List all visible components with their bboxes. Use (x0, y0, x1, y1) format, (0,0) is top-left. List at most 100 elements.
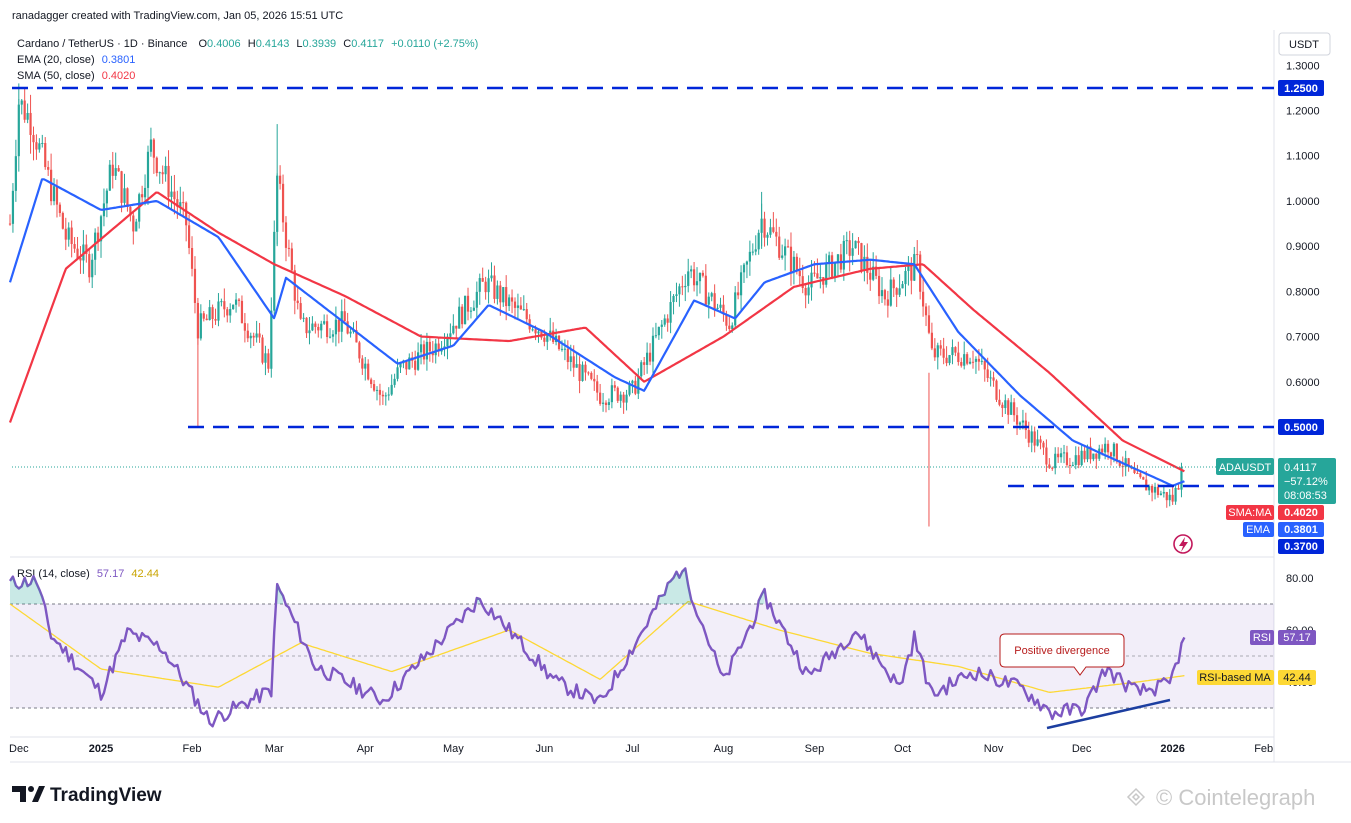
candle-body (675, 294, 678, 296)
candle-body (880, 290, 884, 297)
candle-body (924, 306, 928, 316)
candle-body (367, 363, 370, 380)
candle-body (519, 305, 522, 310)
candle-body (1127, 458, 1130, 468)
candle-body (337, 319, 340, 332)
candle-body (669, 302, 672, 323)
rsi-legend: RSI (14, close) 57.17 42.44 (17, 568, 159, 580)
candle-body (971, 361, 975, 363)
candle-body (428, 341, 431, 352)
candle-body (205, 318, 208, 321)
candle-body (96, 232, 100, 242)
candle-body (305, 317, 308, 334)
candle-body (1074, 455, 1077, 465)
price-axis[interactable]: 1.3000 1.2000 1.1000 1.0000 0.9000 0.8000 0.70… (1286, 60, 1320, 388)
candle-body (261, 337, 264, 363)
candle-body (1121, 465, 1124, 468)
time-tick-label: Dec (9, 743, 29, 755)
candle-body (47, 167, 50, 170)
candle-body (1036, 439, 1039, 446)
candle-body (472, 307, 475, 311)
candle-body (264, 353, 267, 363)
candle-body (461, 306, 464, 325)
candle-body (408, 357, 411, 370)
candle-body (20, 100, 23, 105)
candle-body (370, 379, 373, 385)
candle-body (789, 246, 793, 273)
price-tick-label: 1.3000 (1286, 60, 1320, 72)
candle-body (455, 325, 458, 329)
time-tick-label: 2025 (89, 743, 113, 755)
candle-body (481, 278, 484, 282)
candle-body (378, 389, 382, 395)
candle-body (963, 354, 966, 366)
candle-body (73, 244, 76, 249)
candle-body (968, 361, 972, 364)
time-axis[interactable]: Dec 2025 Feb Mar Apr May Jun Jul Aug Sep Oct Nov Dec… (9, 743, 1273, 755)
candle-body (214, 318, 217, 321)
tag-rsi-ma-label (1197, 670, 1274, 685)
candle-body (1027, 430, 1030, 443)
candle-body (490, 275, 493, 279)
candle-body (552, 330, 555, 343)
candle-body (695, 281, 699, 286)
candle-body (1048, 464, 1051, 468)
candle-body (223, 301, 226, 310)
svg-text:08:08:53: 08:08:53 (1284, 490, 1327, 502)
divergence-label: Positive divergence (1014, 645, 1109, 657)
candle-body (1054, 453, 1057, 469)
candle-body (179, 202, 182, 207)
candle-body (1092, 453, 1095, 460)
candle-body (1013, 402, 1016, 416)
time-tick-label: Aug (714, 743, 734, 755)
candle-body (302, 317, 305, 319)
time-tick-label: Sep (805, 743, 825, 755)
candle-body (14, 156, 17, 191)
candle-body (343, 311, 346, 322)
candle-body (1065, 452, 1069, 465)
candle-body (29, 112, 32, 135)
candle-body (728, 325, 731, 329)
candle-body (190, 248, 194, 269)
candle-body (701, 272, 704, 276)
candle-body (581, 364, 584, 381)
candle-body (863, 256, 866, 271)
candle-body (763, 218, 766, 238)
tag-sma-value (1278, 505, 1324, 520)
candle-body (654, 335, 658, 337)
svg-text:EMA (20, close) 0.3801: EMA (20, close) 0.3801 (17, 54, 135, 66)
candle-body (983, 360, 986, 370)
candle-body (64, 228, 67, 240)
sma-legend-value: 0.4020 (102, 70, 136, 82)
candle-body (575, 364, 578, 368)
candle-body (869, 272, 872, 280)
time-tick-label: 2026 (1160, 743, 1184, 755)
candle-body (484, 281, 487, 293)
candle-body (713, 293, 716, 309)
candle-body (1001, 404, 1004, 409)
candle-body (1045, 447, 1048, 465)
currency-button[interactable] (1278, 32, 1331, 56)
candle-body (596, 381, 599, 393)
candle-body (425, 341, 429, 360)
candle-body (452, 325, 455, 334)
candle-body (933, 348, 936, 358)
candle-body (52, 186, 56, 202)
candle-body (522, 309, 525, 311)
candle-body (141, 194, 144, 198)
candle-body (437, 343, 440, 352)
candle-body (748, 251, 751, 262)
candle-body (281, 183, 285, 223)
candle-body (1015, 415, 1019, 425)
candle-body (951, 347, 954, 356)
lightning-icon[interactable] (1173, 534, 1193, 554)
candle-body (798, 271, 801, 277)
tradingview-logo[interactable]: TradingView (12, 785, 162, 806)
candle-body (872, 266, 875, 280)
candle-body (132, 215, 135, 232)
candle-body (916, 254, 919, 256)
candle-body (939, 345, 942, 349)
tag-ema-value (1278, 522, 1324, 537)
candle-body (372, 384, 376, 391)
